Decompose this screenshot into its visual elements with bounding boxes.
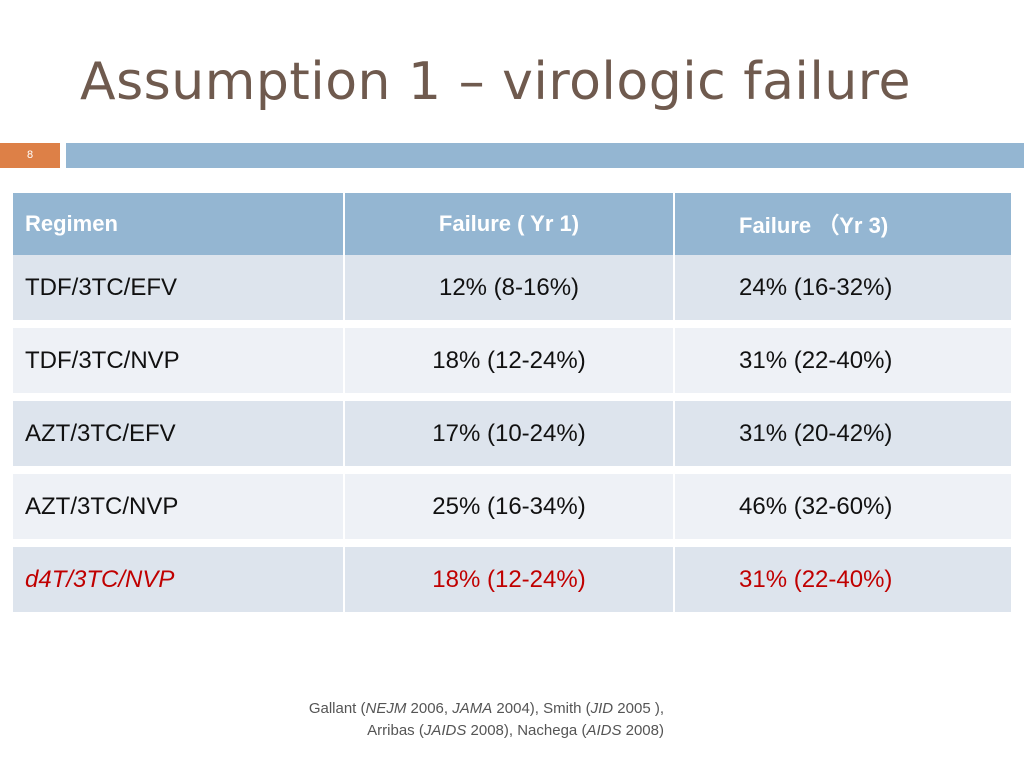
title-underline-bar <box>66 143 1024 168</box>
regimen-cell: d4T/3TC/NVP <box>13 547 345 612</box>
header-failure-yr3: Failure （Yr 3) <box>739 213 889 238</box>
table-row-highlighted: d4T/3TC/NVP 18% (12-24%) 31% (22-40%) <box>13 547 1011 612</box>
citation-journal: JID <box>590 700 614 717</box>
table-row: AZT/3TC/NVP 25% (16-34%) 46% (32-60%) <box>13 474 1011 539</box>
citation-journal: NEJM <box>365 700 407 717</box>
table-row: AZT/3TC/EFV 17% (10-24%) 31% (20-42%) <box>13 401 1011 466</box>
failure-yr3-cell: 46% (32-60%) <box>739 492 893 520</box>
failure-yr1-cell: 18% (12-24%) <box>345 328 675 393</box>
header-regimen: Regimen <box>13 193 345 255</box>
citation-text: Gallant ( <box>308 700 366 717</box>
failure-yr3-cell: 24% (16-32%) <box>739 273 893 301</box>
citation-line-2: Arribas (JAIDS 2008), Nachega (AIDS 2008… <box>309 720 664 742</box>
citation-text: 2008) <box>621 722 664 739</box>
citation-text: 2004), Smith ( <box>492 700 591 717</box>
failure-yr1-cell: 18% (12-24%) <box>345 547 675 612</box>
regimen-cell: TDF/3TC/EFV <box>13 255 345 320</box>
citation-journal: AIDS <box>586 722 622 739</box>
citation-text: 2006, <box>406 700 453 717</box>
citation-journal: JAIDS <box>423 722 467 739</box>
failure-yr3-cell: 31% (22-40%) <box>739 565 893 593</box>
table-row: TDF/3TC/EFV 12% (8-16%) 24% (16-32%) <box>13 255 1011 320</box>
slide-number: 8 <box>26 149 34 161</box>
failure-yr1-cell: 25% (16-34%) <box>345 474 675 539</box>
failure-yr1-cell: 17% (10-24%) <box>345 401 675 466</box>
failure-yr3-cell: 31% (20-42%) <box>739 419 893 447</box>
regimen-cell: AZT/3TC/EFV <box>13 401 345 466</box>
header-failure-yr1: Failure ( Yr 1) <box>345 193 675 255</box>
slide-number-bar <box>0 143 60 168</box>
citation: Gallant (NEJM 2006, JAMA 2004), Smith (J… <box>309 698 664 742</box>
citation-journal: JAMA <box>452 700 493 717</box>
citation-text: 2008), Nachega ( <box>466 722 587 739</box>
regimen-cell: AZT/3TC/NVP <box>13 474 345 539</box>
slide-title: Assumption 1 – virologic failure <box>80 52 912 112</box>
table-header-row: Regimen Failure ( Yr 1) Failure （Yr 3) <box>13 193 1011 255</box>
citation-line-1: Gallant (NEJM 2006, JAMA 2004), Smith (J… <box>309 698 664 720</box>
failure-table: Regimen Failure ( Yr 1) Failure （Yr 3) T… <box>13 193 1011 620</box>
citation-text: 2005 ), <box>613 700 664 717</box>
citation-text: Arribas ( <box>367 722 424 739</box>
failure-yr1-cell: 12% (8-16%) <box>345 255 675 320</box>
regimen-cell: TDF/3TC/NVP <box>13 328 345 393</box>
failure-yr3-cell: 31% (22-40%) <box>739 346 893 374</box>
table-row: TDF/3TC/NVP 18% (12-24%) 31% (22-40%) <box>13 328 1011 393</box>
